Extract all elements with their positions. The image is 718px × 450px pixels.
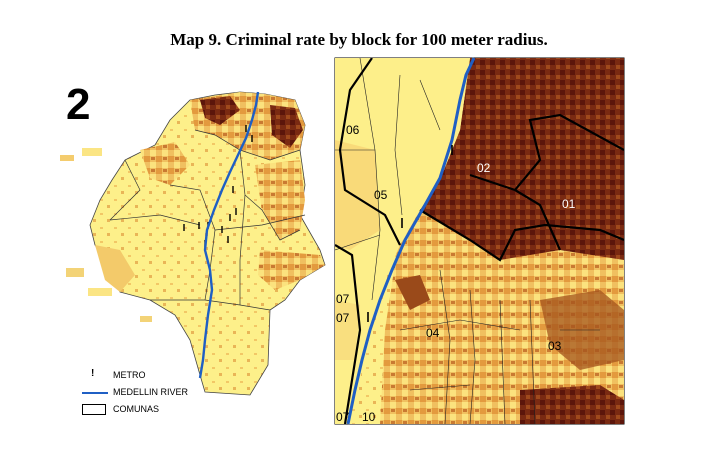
- river-inset: [346, 57, 476, 425]
- overview-map: [60, 91, 326, 396]
- comuna-label: 02: [477, 161, 491, 175]
- metro-icon: !: [91, 368, 95, 379]
- comuna-label: 07: [336, 292, 350, 306]
- river-line-icon: [82, 392, 108, 394]
- river-overview: [198, 91, 260, 379]
- comuna-box-icon: [82, 404, 106, 415]
- comuna-label: 07: [336, 410, 350, 424]
- comuna-label: 07: [336, 311, 350, 325]
- comuna-label: 10: [362, 410, 376, 424]
- comuna-label: 01: [562, 197, 576, 211]
- legend-label: METRO: [113, 370, 146, 380]
- map-number: 2: [66, 80, 91, 129]
- map-title: Map 9. Criminal rate by block for 100 me…: [170, 30, 548, 49]
- legend-label: COMUNAS: [113, 404, 160, 414]
- comuna-label: 05: [374, 188, 388, 202]
- comuna-label: 04: [426, 326, 440, 340]
- comuna-label: 06: [346, 123, 360, 137]
- legend-label: MEDELLIN RIVER: [113, 387, 189, 397]
- comuna-label: 03: [548, 339, 562, 353]
- inset-map: [334, 57, 625, 425]
